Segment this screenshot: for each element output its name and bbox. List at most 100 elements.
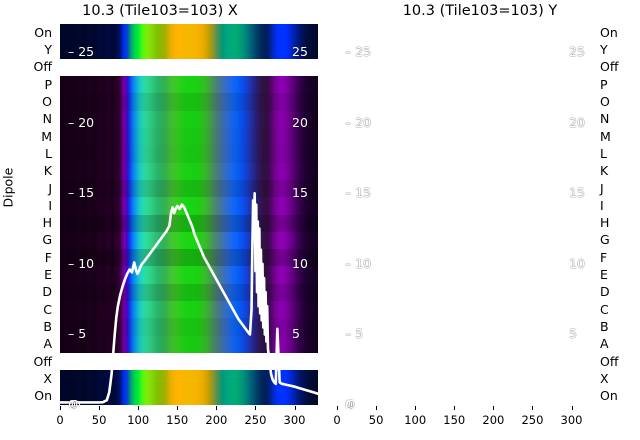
y-tick-label-left: On (34, 388, 52, 404)
y-inner-tick-right-x: 15 (292, 185, 308, 201)
y-tick-label-left: P (44, 76, 52, 92)
x-tick-label: 100 (127, 413, 150, 427)
heatmap-row (60, 93, 318, 112)
heatmap-row (60, 301, 318, 319)
y-tick-label-left: D (42, 284, 52, 300)
heatmap-row (60, 127, 318, 146)
panel-x-title: 10.3 (Tile103=103) X (82, 3, 238, 19)
heatmap-row (60, 162, 318, 181)
x-tick-mark (337, 406, 338, 410)
x-tick-mark (493, 406, 495, 410)
x-tick-mark (99, 406, 101, 410)
y-tick-label-right: C (600, 301, 609, 317)
y-inner-tick-right-y: 15 (569, 185, 585, 201)
x-tick-mark (138, 406, 140, 410)
x-tick-mark (454, 406, 456, 410)
y-tick-label-right: H (600, 215, 610, 231)
y-inner-tick-right-x: 20 (292, 114, 308, 130)
y-tick-label-right: Off (600, 59, 619, 75)
x-tick-label: 150 (443, 413, 466, 427)
y-tick-label-left: L (45, 145, 52, 161)
y-inner-tick-y: – 15 (345, 185, 372, 201)
y-inner-tick-y: – 25 (345, 44, 372, 60)
heatmap-row (60, 110, 318, 129)
y-tick-label-right: K (600, 163, 609, 179)
x-tick-label: 0 (333, 413, 341, 427)
y-tick-label-right: L (600, 145, 607, 161)
y-tick-label-left: H (42, 215, 52, 231)
y-tick-label-right: B (600, 319, 609, 335)
heatmap-row (60, 24, 318, 42)
y-tick-label-right: I (600, 197, 604, 213)
y-tick-label-left: N (42, 111, 52, 127)
x-tick-mark (60, 406, 61, 410)
y-tick-label-left: C (43, 301, 52, 317)
y-tick-label-left: On (34, 24, 52, 40)
heatmap-row (60, 387, 318, 405)
zero-tick-marker-y (346, 400, 357, 411)
y-tick-label-left: G (42, 232, 52, 248)
y-tick-label-left: Y (44, 41, 52, 57)
x-tick-mark (216, 406, 218, 410)
y-inner-tick-right-x: 10 (292, 255, 308, 271)
y-inner-tick-y: – 5 (345, 326, 364, 342)
y-tick-label-left: E (44, 267, 52, 283)
heatmap-row (60, 145, 318, 164)
y-tick-label-left: O (42, 93, 52, 109)
x-tick-label: 250 (521, 413, 544, 427)
y-tick-label-left: Off (33, 353, 52, 369)
x-tick-label: 50 (91, 413, 107, 427)
x-tick-label: 300 (560, 413, 583, 427)
y-tick-label-left: J (48, 180, 52, 196)
x-tick-label: 150 (166, 413, 189, 427)
y-inner-tick-right-y: 20 (569, 114, 585, 130)
panel-x: 10.3 (Tile103=103) X Dipole (1, 3, 318, 405)
y-tick-label-right: O (600, 93, 610, 109)
y-inner-tick-right-y: 5 (569, 326, 577, 342)
x-tick-label: 200 (482, 413, 505, 427)
y-tick-label-right: P (600, 76, 608, 92)
x-tick-mark (294, 406, 296, 410)
x-tick-label: 250 (244, 413, 267, 427)
y-inner-tick-y: – 20 (345, 114, 372, 130)
x-tick-label: 200 (205, 413, 228, 427)
y-tick-label-left: F (44, 249, 52, 265)
heatmap-row (60, 370, 318, 389)
y-tick-label-right: E (600, 267, 608, 283)
y-tick-label-left: I (48, 197, 52, 213)
x-tick-mark (376, 406, 378, 410)
heatmap-row (60, 41, 318, 60)
zero-tick-marker-x (69, 400, 80, 411)
y-inner-tick-right-x: 5 (292, 326, 300, 342)
y-tick-label-left: K (43, 163, 52, 179)
y-inner-tick-x: – 25 (68, 44, 95, 60)
heatmap-row (60, 75, 318, 94)
y-tick-label-right: On (600, 388, 618, 404)
heatmap-row (60, 335, 318, 354)
y-tick-label-left: A (43, 336, 52, 352)
y-inner-tick-right-x: 25 (292, 44, 308, 60)
y-tick-label-right: Off (600, 353, 619, 369)
x-tick-label: 50 (368, 413, 384, 427)
y-tick-label-right: X (600, 371, 609, 387)
heatmap-row (60, 283, 318, 302)
x-tick-label: 300 (283, 413, 306, 427)
y-tick-label-right: A (600, 336, 609, 352)
y-tick-label-left: M (41, 128, 52, 144)
y-inner-tick-right-y: 10 (569, 255, 585, 271)
heatmap-gap-row (60, 353, 318, 371)
y-inner-tick-right-y: 25 (569, 44, 585, 60)
x-tick-mark (415, 406, 417, 410)
y-inner-tick-x: – 5 (68, 326, 87, 342)
y-inner-tick-y: – 10 (345, 255, 372, 271)
y-tick-label-left: Off (33, 59, 52, 75)
heatmap-row (60, 318, 318, 337)
y-inner-tick-x: – 10 (68, 255, 95, 271)
y-tick-label-right: F (600, 249, 608, 265)
x-tick-mark (177, 406, 179, 410)
y-inner-tick-x: – 20 (68, 114, 95, 130)
y-tick-label-right: D (600, 284, 610, 300)
x-tick-label: 100 (404, 413, 427, 427)
heatmap-gap-row (60, 58, 318, 76)
y-tick-label-left: X (43, 371, 52, 387)
